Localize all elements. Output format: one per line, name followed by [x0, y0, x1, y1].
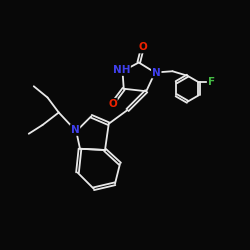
Text: O: O: [138, 42, 147, 52]
Text: NH: NH: [112, 65, 130, 75]
Text: F: F: [208, 77, 215, 87]
Text: O: O: [108, 99, 117, 109]
Text: N: N: [71, 125, 80, 135]
Text: N: N: [152, 68, 160, 78]
